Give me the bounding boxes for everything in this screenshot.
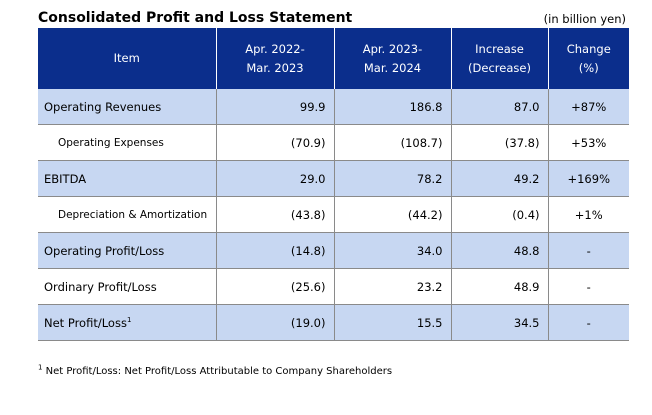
table-row-operating-revenues: Operating Revenues 99.9 186.8 87.0 +87% — [38, 89, 629, 125]
row-fy2023-value: (108.7) — [333, 124, 451, 161]
statement-title: Consolidated Profit and Loss Statement — [38, 10, 353, 26]
row-increase-value: 87.0 — [450, 89, 548, 125]
row-change-value: +1% — [547, 196, 629, 233]
row-item-label: Net Profit/Loss1 — [38, 304, 216, 341]
row-item-label: Ordinary Profit/Loss — [38, 268, 216, 305]
row-increase-value: 48.9 — [450, 268, 548, 305]
table-row-operating-profit: Operating Profit/Loss (14.8) 34.0 48.8 - — [38, 232, 629, 269]
row-change-value: +53% — [547, 124, 629, 161]
row-fy2022-value: (43.8) — [215, 196, 334, 233]
row-fy2022-value: 99.9 — [215, 89, 334, 125]
row-fy2022-value: (19.0) — [215, 304, 334, 341]
row-item-label: Operating Expenses — [38, 124, 216, 161]
row-fy2023-value: 34.0 — [333, 232, 451, 269]
header-fy2022: Apr. 2022- Mar. 2023 — [215, 28, 334, 89]
table-row-net-profit: Net Profit/Loss1 (19.0) 15.5 34.5 - — [38, 304, 629, 341]
row-fy2023-value: (44.2) — [333, 196, 451, 233]
footnote-marker: 1 — [38, 363, 43, 372]
header-fy2023: Apr. 2023- Mar. 2024 — [333, 28, 451, 89]
row-fy2022-value: (70.9) — [215, 124, 334, 161]
header-item: Item — [38, 28, 216, 89]
table-row-ordinary-profit: Ordinary Profit/Loss (25.6) 23.2 48.9 - — [38, 268, 629, 305]
table-row-ebitda: EBITDA 29.0 78.2 49.2 +169% — [38, 160, 629, 197]
footnote-text: Net Profit/Loss: Net Profit/Loss Attribu… — [42, 366, 393, 377]
row-item-label: Operating Revenues — [38, 89, 216, 125]
row-item-label: EBITDA — [38, 160, 216, 197]
row-change-value: - — [547, 268, 629, 305]
row-fy2023-value: 15.5 — [333, 304, 451, 341]
row-increase-value: 34.5 — [450, 304, 548, 341]
row-change-value: +87% — [547, 89, 629, 125]
row-increase-value: 49.2 — [450, 160, 548, 197]
table-row-depreciation: Depreciation & Amortization (43.8) (44.2… — [38, 196, 629, 233]
row-fy2023-value: 23.2 — [333, 268, 451, 305]
unit-label: (in billion yen) — [543, 12, 626, 26]
row-increase-value: (37.8) — [450, 124, 548, 161]
profit-loss-table: Item Apr. 2022- Mar. 2023 Apr. 2023- Mar. … — [38, 28, 629, 341]
footnote: 1 Net Profit/Loss: Net Profit/Loss Attri… — [38, 363, 393, 377]
footnote-marker: 1 — [126, 315, 132, 324]
row-fy2022-value: (25.6) — [215, 268, 334, 305]
row-fy2023-value: 186.8 — [333, 89, 451, 125]
header-change: Change (%) — [547, 28, 629, 89]
row-increase-value: 48.8 — [450, 232, 548, 269]
row-fy2022-value: 29.0 — [215, 160, 334, 197]
row-change-value: - — [547, 232, 629, 269]
row-change-value: - — [547, 304, 629, 341]
row-fy2023-value: 78.2 — [333, 160, 451, 197]
table-header-row: Item Apr. 2022- Mar. 2023 Apr. 2023- Mar. … — [38, 28, 629, 89]
row-fy2022-value: (14.8) — [215, 232, 334, 269]
row-item-label: Operating Profit/Loss — [38, 232, 216, 269]
table-row-operating-expenses: Operating Expenses (70.9) (108.7) (37.8)… — [38, 124, 629, 161]
row-item-label: Depreciation & Amortization — [38, 196, 216, 233]
header-increase: Increase (Decrease) — [450, 28, 548, 89]
row-change-value: +169% — [547, 160, 629, 197]
row-increase-value: (0.4) — [450, 196, 548, 233]
